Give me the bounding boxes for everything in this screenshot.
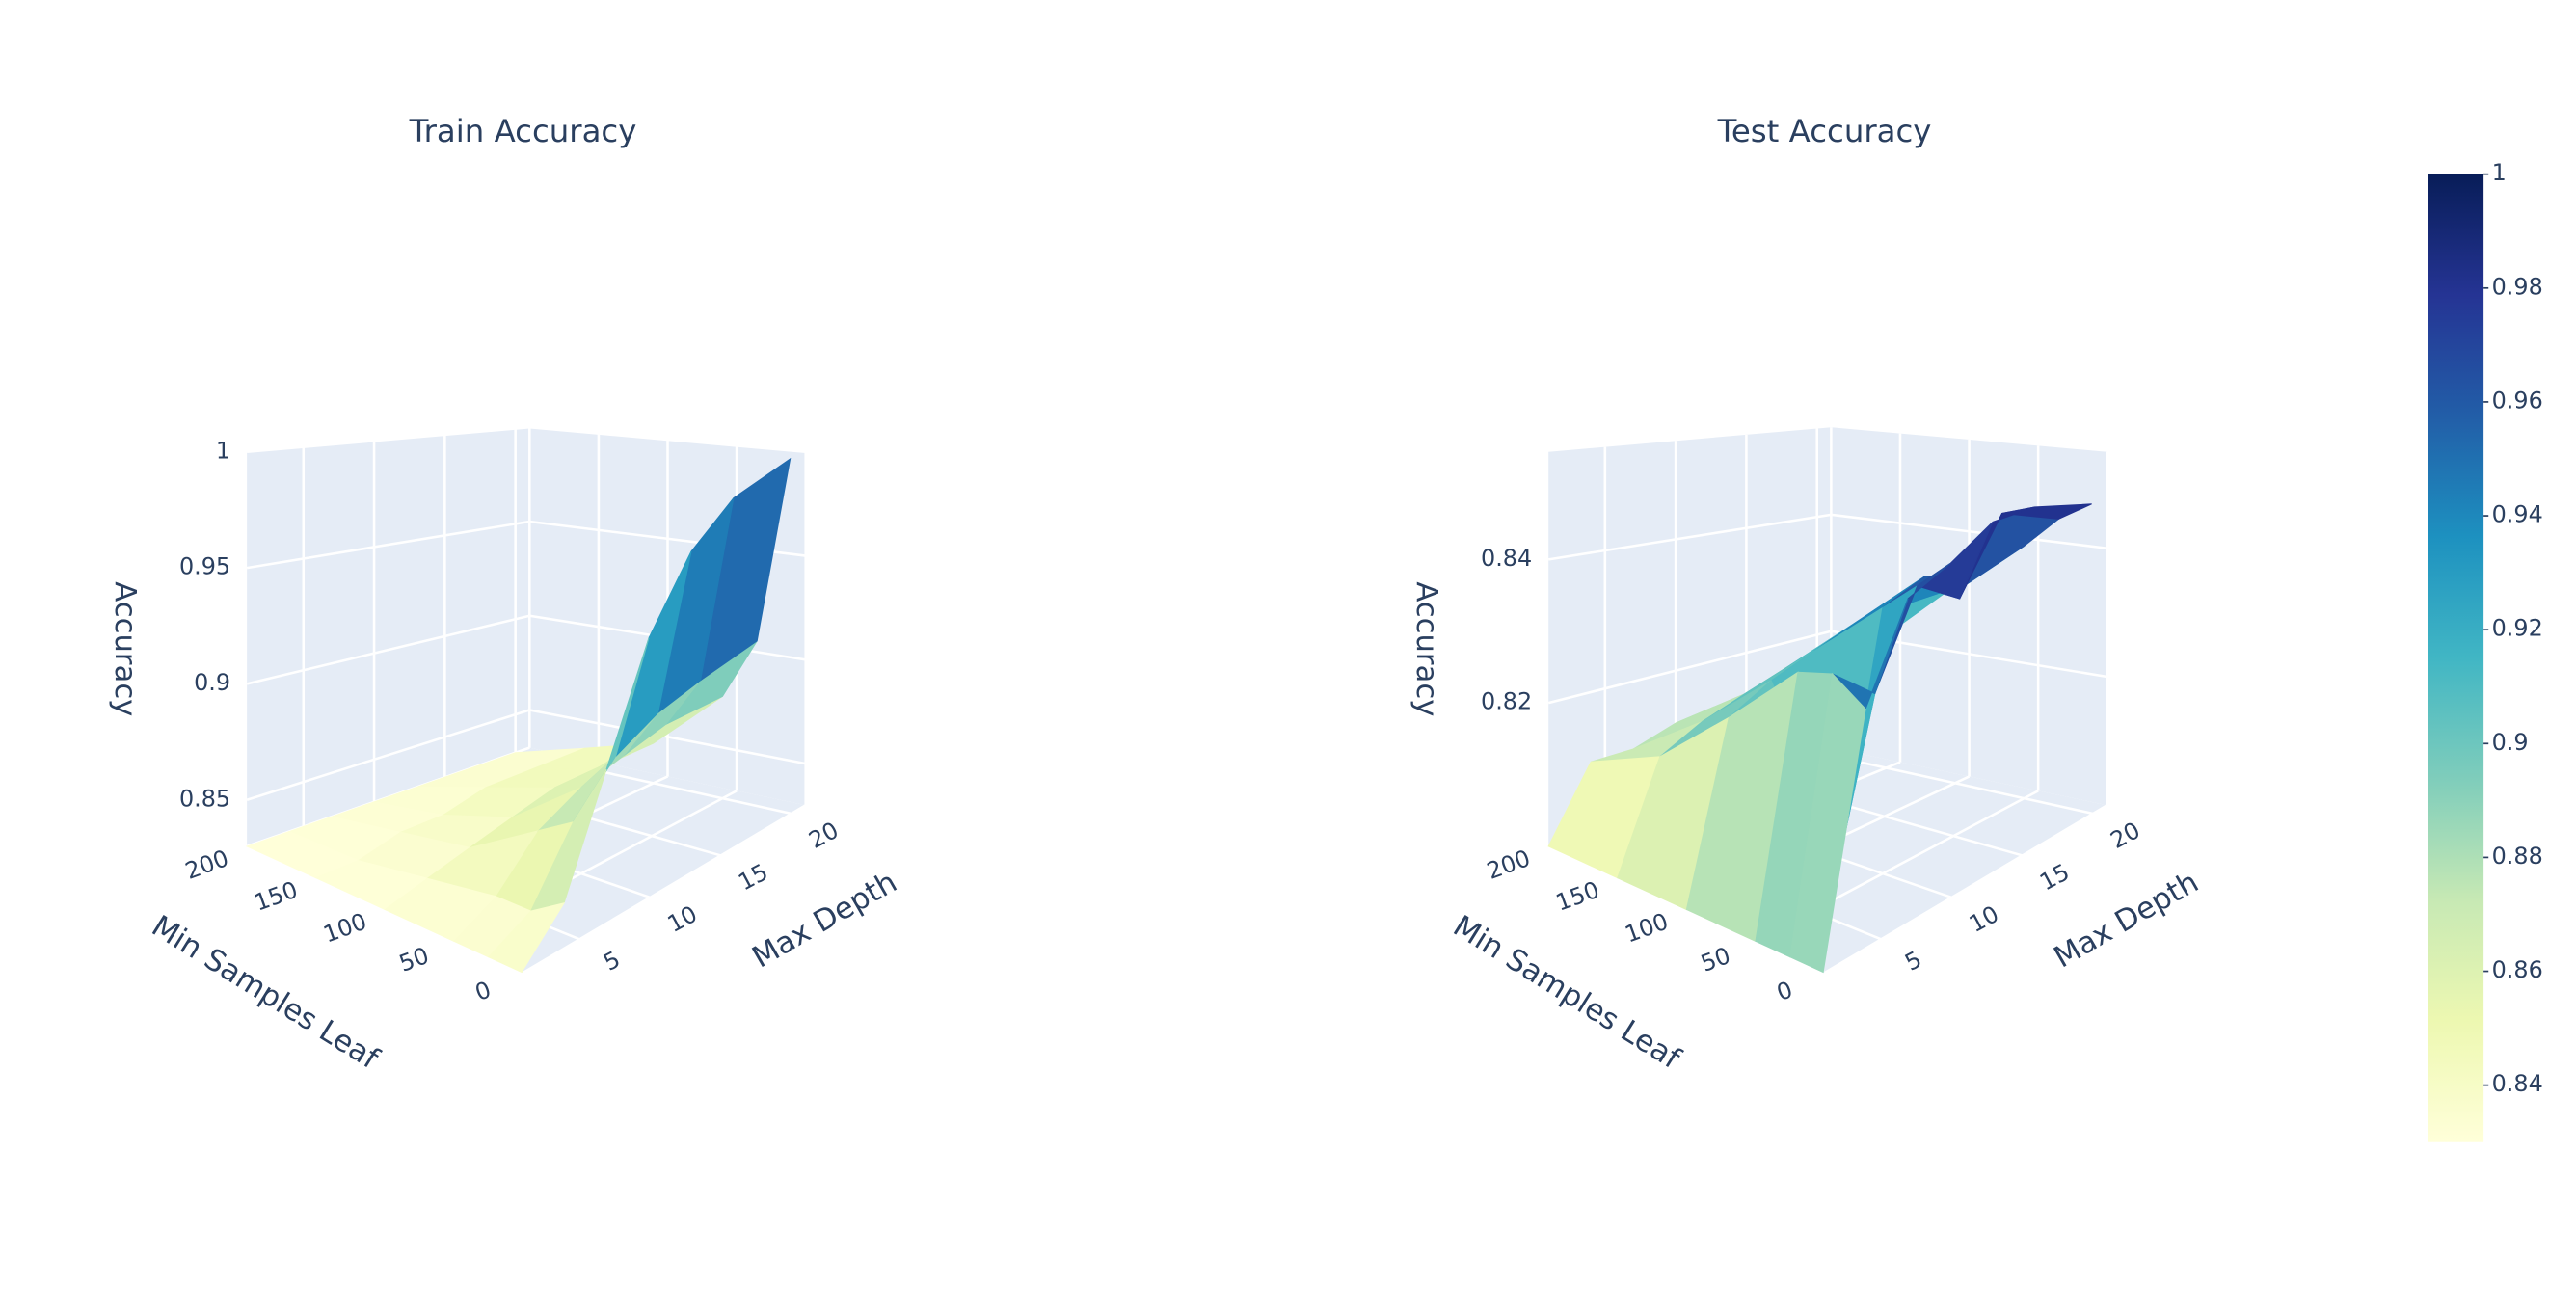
chart-title: Train Accuracy — [409, 113, 637, 149]
x-tick-label: 20 — [804, 817, 843, 854]
colorbar-tick-label: 0.96 — [2492, 387, 2543, 414]
x-tick-label: 10 — [663, 900, 702, 938]
grid-line — [1547, 630, 1832, 705]
grid-line — [1547, 513, 1832, 561]
colorbar — [2428, 174, 2484, 1142]
colorbar-tick-label: 0.84 — [2492, 1070, 2543, 1097]
y-tick-label: 150 — [251, 876, 301, 917]
grid-line — [1831, 513, 2107, 549]
grid-line — [522, 804, 807, 975]
z-tick-label: 0.85 — [179, 785, 230, 812]
grid-line — [246, 614, 530, 685]
z-tick-label: 0.84 — [1481, 545, 1532, 572]
colorbar-tick-label: 0.94 — [2492, 501, 2543, 528]
x-tick-label: 5 — [1900, 946, 1926, 977]
z-axis-title: Accuracy — [1409, 581, 1443, 716]
z-axis-title: Accuracy — [108, 581, 142, 716]
grid-line — [529, 425, 806, 454]
z-tick-label: 0.82 — [1481, 688, 1532, 715]
y-tick-label: 50 — [395, 942, 432, 978]
grid-line — [246, 709, 530, 801]
z-tick-label: 0.9 — [194, 669, 230, 696]
colorbar-tick-label: 0.9 — [2492, 729, 2529, 756]
y-tick-label: 150 — [1552, 876, 1602, 917]
x-tick-label: 20 — [2106, 817, 2145, 854]
y-tick-label: 200 — [182, 844, 232, 885]
grid-line — [246, 520, 530, 570]
y-tick-label: 100 — [320, 908, 370, 949]
scene — [1547, 427, 2109, 975]
grid-line — [247, 425, 530, 454]
colorbar-tick-label: 0.88 — [2492, 843, 2543, 870]
colorbar-tick-label: 0.86 — [2492, 956, 2543, 983]
x-tick-label: 10 — [1965, 900, 2003, 938]
x-tick-label: 15 — [734, 858, 772, 896]
surface-patch — [1789, 672, 1866, 974]
x-tick-label: 5 — [599, 946, 625, 977]
y-tick-label: 0 — [1773, 976, 1796, 1006]
y-tick-label: 50 — [1697, 942, 1733, 978]
z-tick-label: 0.95 — [179, 553, 230, 580]
z-tick-label: 1 — [216, 437, 230, 464]
y-tick-label: 200 — [1484, 844, 1534, 885]
grid-line — [1823, 804, 2108, 975]
grid-line — [529, 709, 806, 765]
y-tick-label: 0 — [471, 976, 495, 1006]
scene — [245, 425, 807, 975]
chart-title: Test Accuracy — [1717, 113, 1932, 149]
colorbar-tick-label: 0.92 — [2492, 615, 2543, 642]
colorbar-tick-label: 1 — [2492, 159, 2507, 186]
colorbar-tick-label: 0.98 — [2492, 273, 2543, 300]
surface-patch — [487, 901, 566, 974]
y-tick-label: 100 — [1622, 908, 1672, 949]
x-tick-label: 15 — [2035, 858, 2074, 896]
